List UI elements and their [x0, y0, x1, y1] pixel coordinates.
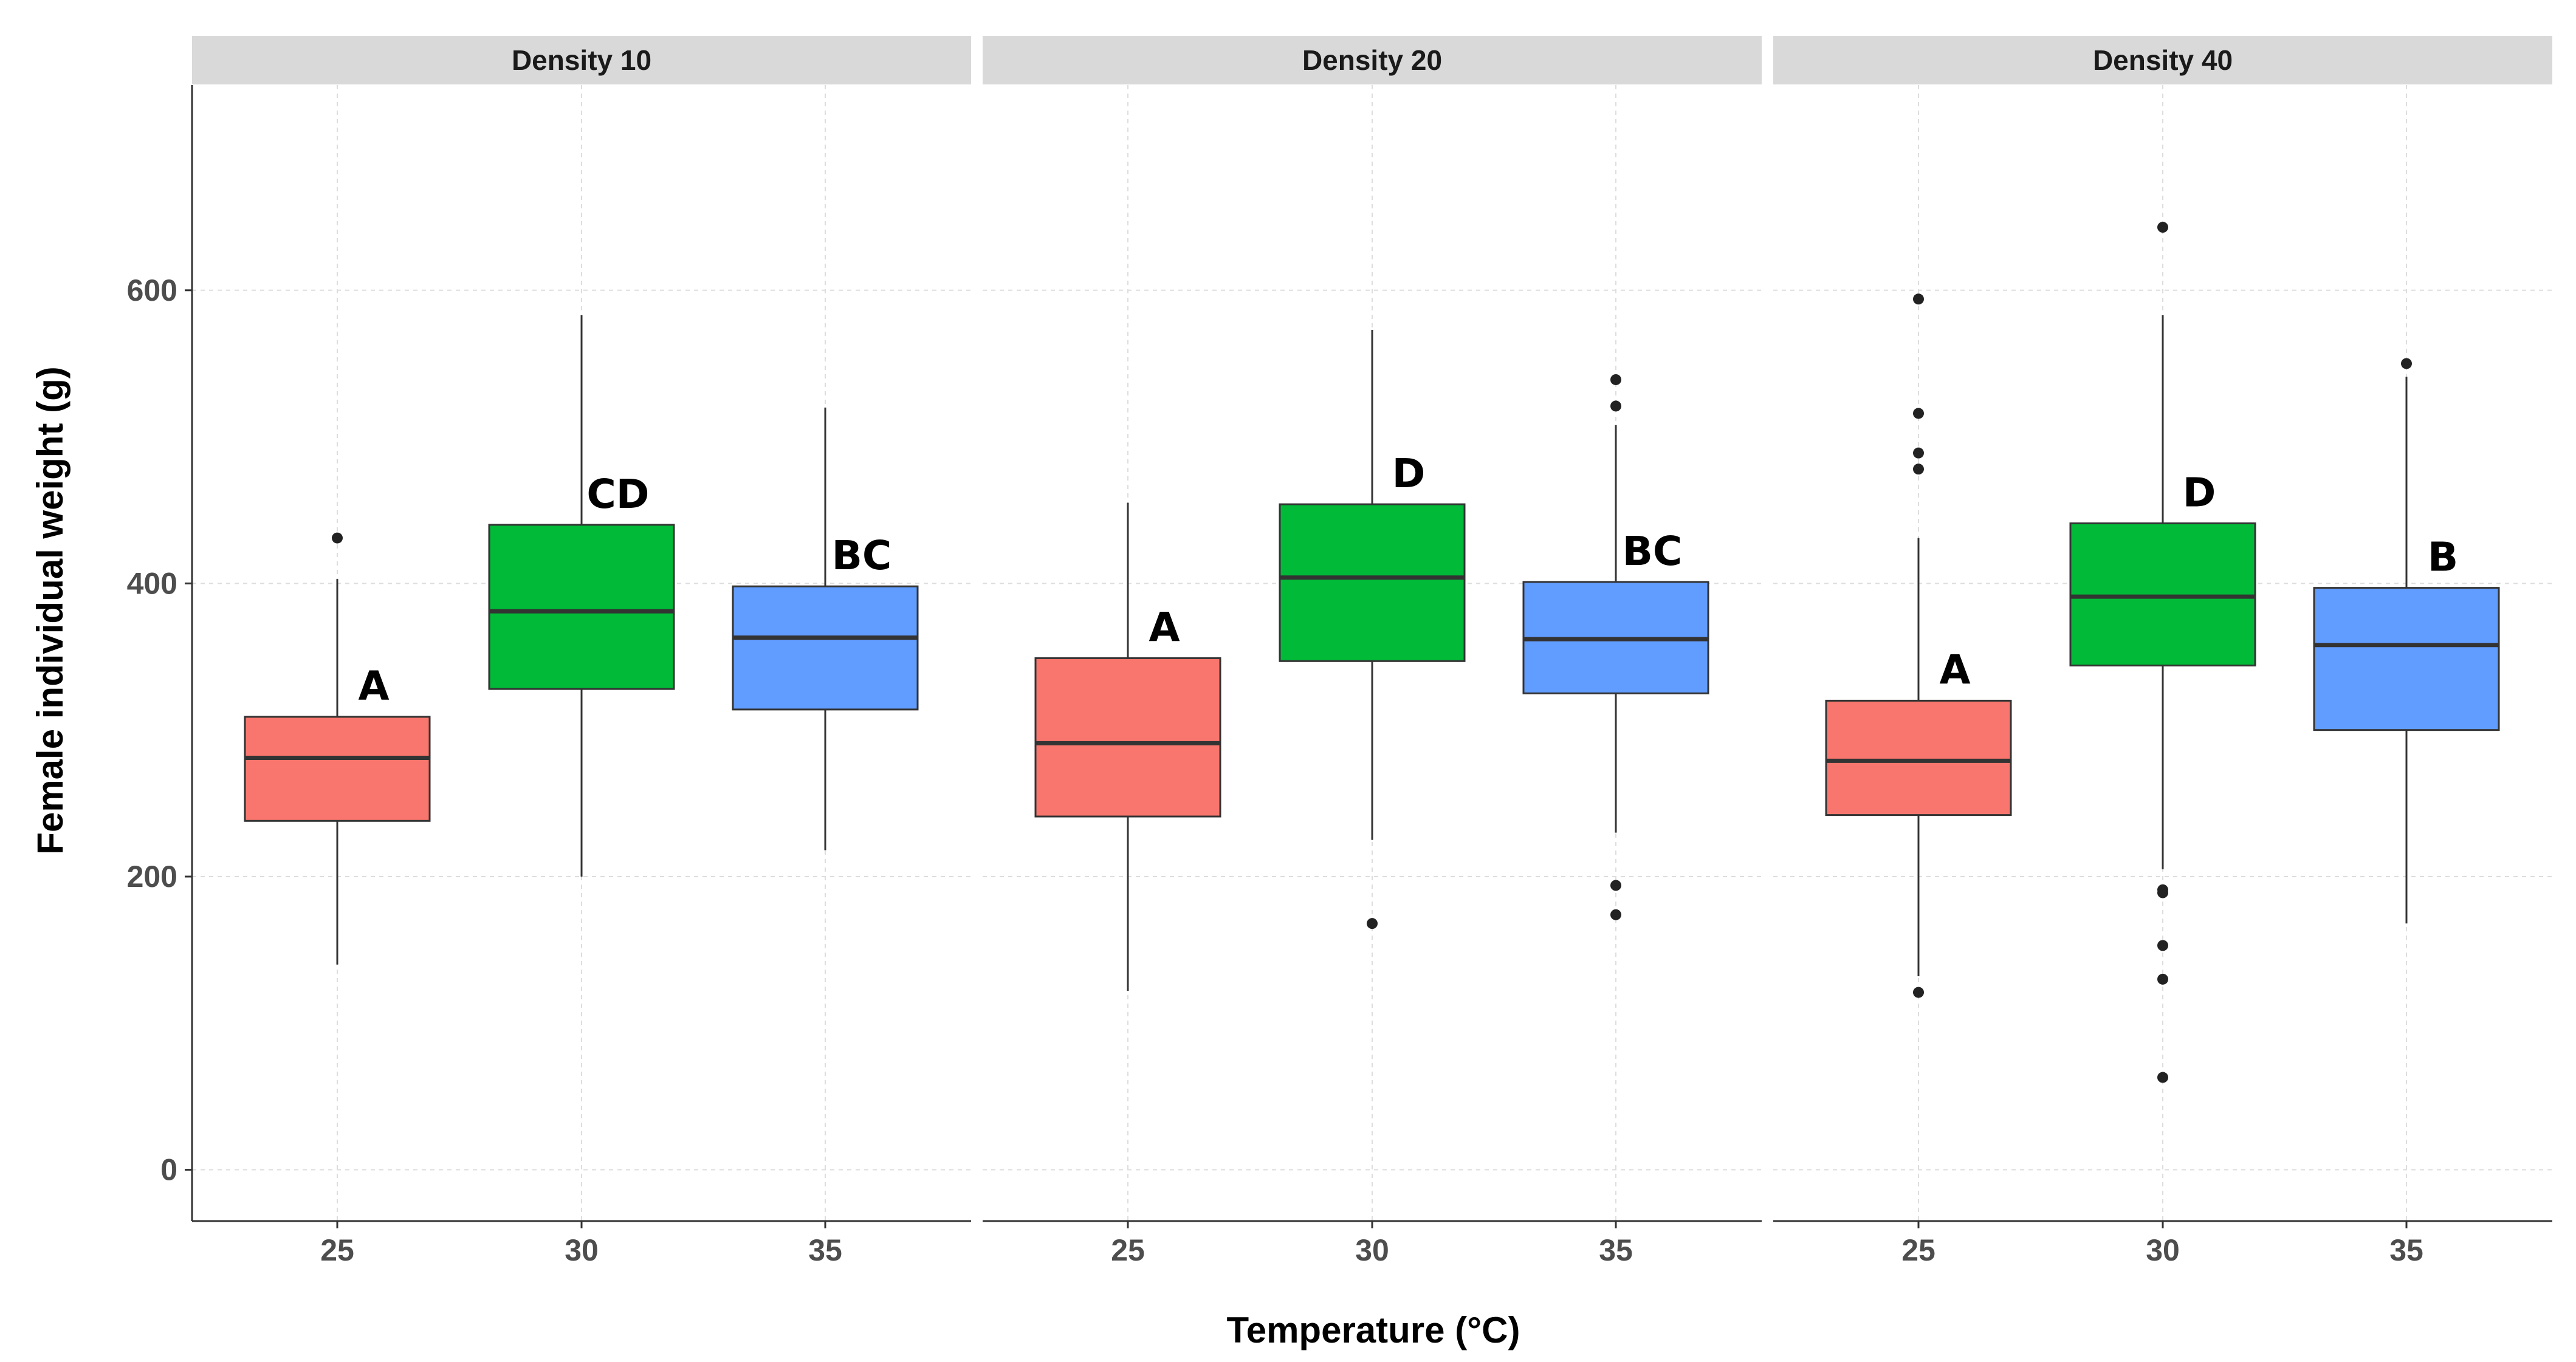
outlier-point	[332, 532, 343, 544]
outlier-point	[1610, 400, 1621, 412]
strip-label: Density 40	[2093, 44, 2233, 76]
box-25: A	[1825, 293, 2012, 998]
y-axis-title: Female individual weight (g)	[30, 366, 70, 854]
box-35: BC	[732, 407, 919, 850]
gridlines	[192, 85, 971, 1221]
outlier-point	[1913, 447, 1924, 459]
box-iqr	[2313, 587, 2500, 731]
strip-background	[192, 36, 971, 84]
x-tick-label: 30	[565, 1233, 599, 1267]
x-tick-label: 25	[1901, 1233, 1935, 1267]
y-tick-label: 600	[127, 273, 177, 307]
x-tick-label: 35	[1599, 1233, 1633, 1267]
outlier-point	[1913, 987, 1924, 998]
box-iqr	[244, 716, 431, 822]
outlier-point	[2157, 1072, 2168, 1083]
strip-label: Density 20	[1302, 44, 1442, 76]
x-tick-label: 35	[808, 1233, 842, 1267]
box-25: A	[1034, 502, 1221, 991]
outlier-point	[2157, 222, 2168, 233]
facet-panels: Density 10 25 30 35 A CD BC Density 20 25 30 35 A D B…	[191, 36, 2552, 1267]
box-30: D	[1279, 329, 1466, 929]
box-iqr	[488, 524, 675, 690]
significance-letter: BC	[832, 532, 892, 579]
outlier-point	[2157, 973, 2168, 985]
outlier-point	[2401, 358, 2412, 369]
outlier-point	[2157, 940, 2168, 951]
outlier-point	[2157, 887, 2168, 898]
strip-label: Density 10	[512, 44, 651, 76]
significance-letter: A	[358, 663, 389, 710]
y-tick-label: 0	[160, 1153, 177, 1187]
box-iqr	[1279, 503, 1466, 662]
significance-letter: D	[1392, 450, 1426, 497]
outlier-point	[1913, 408, 1924, 419]
strip-background	[1773, 36, 2552, 84]
box-iqr	[732, 585, 919, 711]
x-tick-label: 30	[2146, 1233, 2180, 1267]
y-tick-label: 200	[127, 860, 177, 894]
box-iqr	[2069, 522, 2256, 667]
significance-letter: A	[1939, 646, 1970, 693]
box-25: A	[244, 532, 431, 965]
x-tick-label: 35	[2389, 1233, 2423, 1267]
x-tick-label: 25	[320, 1233, 354, 1267]
significance-letter: B	[2428, 534, 2458, 581]
box-iqr	[1034, 657, 1221, 818]
facet-panel-3: Density 40 25 30 35 A D B	[1773, 36, 2552, 1267]
outlier-point	[1913, 464, 1924, 475]
y-tick-label: 400	[127, 566, 177, 600]
x-tick-label: 25	[1111, 1233, 1145, 1267]
outlier-point	[1367, 918, 1378, 929]
y-axis: 0 200 400 600	[127, 273, 192, 1187]
box-30: CD	[488, 315, 675, 877]
gridlines	[1773, 85, 2552, 1221]
significance-letter: A	[1149, 604, 1180, 651]
strip-background	[983, 36, 1762, 84]
facet-panel-2: Density 20 25 30 35 A D BC	[983, 36, 1762, 1267]
box-35: B	[2313, 358, 2500, 924]
facet-panel-1: Density 10 25 30 35 A CD BC	[191, 36, 971, 1267]
significance-letter: CD	[586, 471, 649, 518]
outlier-point	[1610, 374, 1621, 385]
outlier-point	[1610, 880, 1621, 891]
box-iqr	[1825, 699, 2012, 816]
significance-letter: D	[2183, 469, 2216, 516]
box-30: D	[2069, 222, 2256, 1083]
x-axis-title: Temperature (°C)	[1227, 1310, 1520, 1350]
outlier-point	[1913, 293, 1924, 305]
significance-letter: BC	[1623, 528, 1683, 575]
box-35: BC	[1522, 374, 1709, 920]
outlier-point	[1610, 909, 1621, 920]
x-tick-label: 30	[1355, 1233, 1389, 1267]
